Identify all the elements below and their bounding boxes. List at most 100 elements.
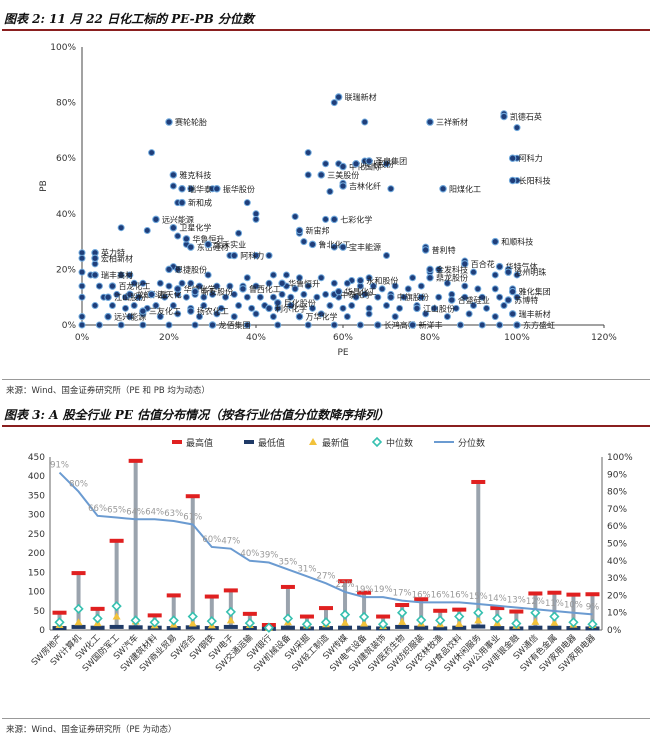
percentile-label: 91% (50, 461, 69, 471)
latest-marker (531, 617, 540, 625)
max-marker (585, 592, 600, 597)
point-label: 瑞丰新材 (519, 309, 551, 319)
right-tick-label: 80% (607, 488, 627, 498)
scatter-point-labeled (413, 304, 421, 313)
point-label: 华昌化工 (345, 287, 377, 297)
scatter-point (322, 160, 330, 168)
point-label: 鲁北化工 (319, 239, 351, 249)
scatter-point (265, 279, 273, 287)
figure3-source: 来源：Wind、国金证券研究所（PE 为动态） (6, 725, 177, 735)
scatter-point-labeled (500, 112, 508, 121)
point-label: 华鲁恒升 (192, 234, 224, 244)
scatter-point (365, 310, 373, 318)
scatter-point (400, 293, 408, 301)
scatter-point (248, 304, 256, 312)
latest-marker (112, 612, 121, 620)
x-tick-label: 80% (420, 333, 440, 343)
scatter-point (443, 313, 451, 321)
scatter-point-labeled (178, 198, 186, 207)
point-label: 金禾实业 (214, 239, 246, 249)
point-label: 新宙邦 (306, 225, 330, 235)
left-tick-label: 0 (39, 626, 45, 636)
percentile-label: 39% (259, 551, 278, 561)
x-tick-label: 0% (75, 333, 90, 343)
right-tick-label: 30% (607, 574, 627, 584)
scatter-point (443, 279, 451, 287)
scatter-point-labeled (508, 310, 517, 318)
scatter-point (313, 293, 321, 301)
point-label: 卫星化学 (179, 223, 211, 233)
left-tick-label: 50 (34, 607, 46, 617)
scatter-point (230, 290, 238, 298)
scatter-point (130, 302, 138, 310)
scatter-point (117, 271, 125, 279)
point-label: 联瑞新材 (345, 92, 377, 102)
median-marker (454, 611, 465, 622)
scatter-point (252, 215, 260, 223)
scatter-point (78, 293, 86, 301)
scatter-point (496, 321, 504, 329)
point-label: 阳煤化工 (449, 184, 481, 194)
max-marker (319, 606, 333, 611)
point-label: 新洋丰 (419, 320, 443, 330)
point-label: 合盛硅业 (458, 295, 490, 305)
point-label: 永和股份 (366, 276, 398, 286)
min-marker (90, 625, 105, 630)
median-marker (225, 606, 236, 618)
min-marker (471, 624, 486, 629)
max-marker (433, 608, 448, 613)
scatter-point-labeled (426, 118, 434, 126)
scatter-point (300, 238, 308, 246)
scatter-point (317, 274, 325, 282)
scatter-point (361, 290, 369, 298)
min-marker (452, 625, 467, 630)
median-marker (168, 615, 179, 626)
scatter-point (491, 313, 499, 321)
min-marker (280, 625, 295, 630)
latest-marker (474, 616, 483, 624)
max-marker (223, 588, 238, 593)
latest-marker (550, 618, 559, 626)
point-label: 宏柏新材 (101, 253, 133, 263)
min-marker (338, 625, 353, 630)
legend-label: 分位数 (458, 437, 485, 449)
scatter-point (243, 293, 251, 301)
legend-label: 最低值 (258, 437, 285, 449)
scatter-point (269, 293, 277, 301)
scatter-point-labeled (91, 254, 99, 263)
y-tick-label: 100% (50, 43, 76, 53)
point-label: 七彩化学 (340, 214, 372, 224)
scatter-point (235, 229, 243, 237)
scatter-point (165, 321, 173, 329)
scatter-point (435, 265, 443, 273)
point-label: 普利特 (432, 245, 456, 255)
scatter-point (278, 290, 286, 298)
scatter-point (135, 293, 143, 301)
max-marker (52, 610, 67, 615)
percentile-label: 9% (586, 602, 600, 612)
y-tick-label: 0% (62, 321, 77, 331)
percentile-label: 11% (545, 599, 564, 609)
percentile-label: 16% (431, 590, 450, 600)
max-marker (185, 494, 200, 499)
y-tick-label: 80% (56, 99, 76, 109)
scatter-point (452, 304, 460, 312)
point-label: 远兴能源 (114, 312, 146, 322)
y-tick-label: 60% (56, 154, 76, 164)
scatter-point-labeled (421, 246, 430, 254)
min-marker (223, 624, 238, 629)
min-marker (547, 625, 562, 630)
scatter-point (391, 282, 399, 290)
scatter-point (174, 310, 182, 318)
scatter-point-labeled (265, 304, 273, 313)
scatter-point (322, 290, 330, 298)
point-label: 新和成 (188, 198, 212, 208)
max-marker (357, 590, 372, 595)
percentile-label: 17% (393, 589, 412, 599)
scatter-point (339, 304, 347, 312)
min-marker (185, 625, 200, 630)
scatter-point-labeled (213, 185, 221, 193)
median-marker (263, 622, 275, 633)
point-label: 圣泉集团 (375, 156, 407, 166)
percentile-label: 22% (336, 580, 355, 590)
